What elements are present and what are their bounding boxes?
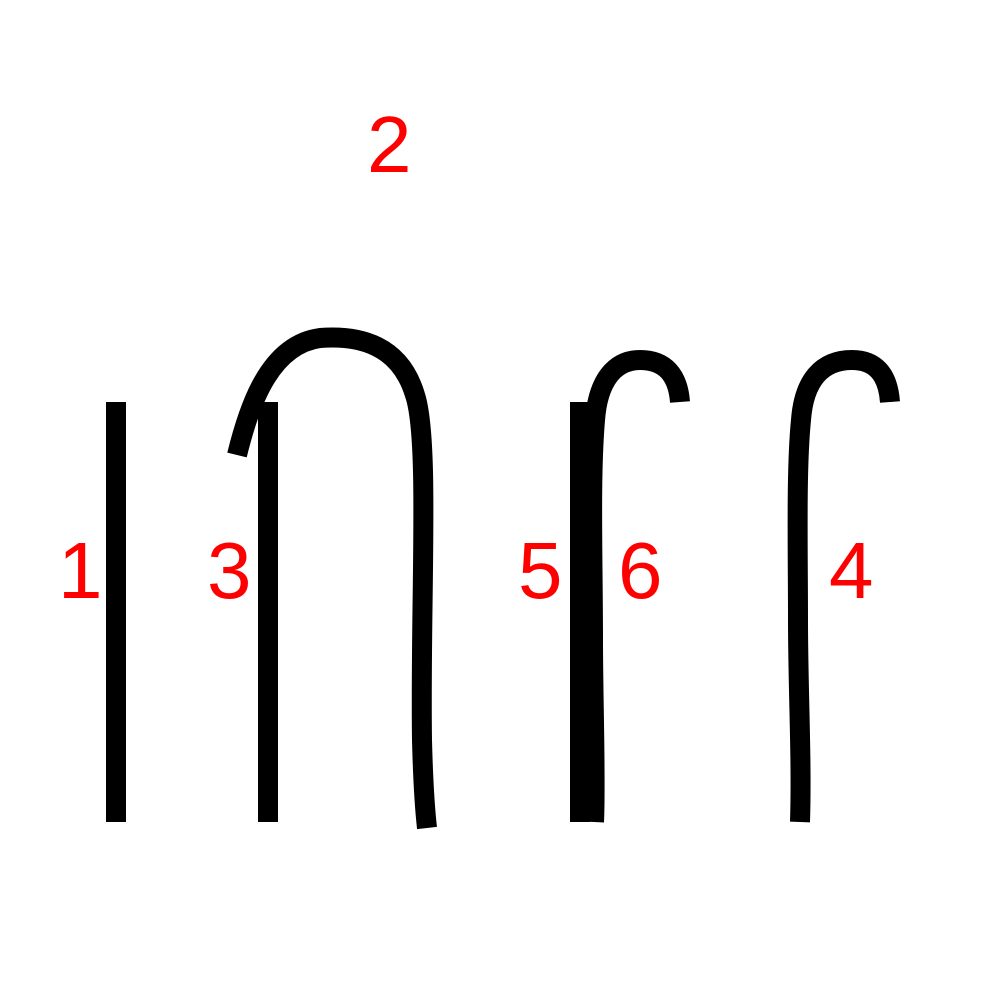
stroke-label-5: 5	[518, 526, 563, 615]
stroke-2	[227, 327, 437, 830]
stroke-6	[582, 350, 690, 823]
stroke-label-4: 4	[829, 526, 874, 615]
stroke-label-1: 1	[58, 526, 103, 615]
stroke-label-6: 6	[618, 526, 663, 615]
stroke-4	[787, 350, 900, 823]
stroke-label-3: 3	[207, 526, 252, 615]
stroke-label-2: 2	[367, 100, 412, 189]
